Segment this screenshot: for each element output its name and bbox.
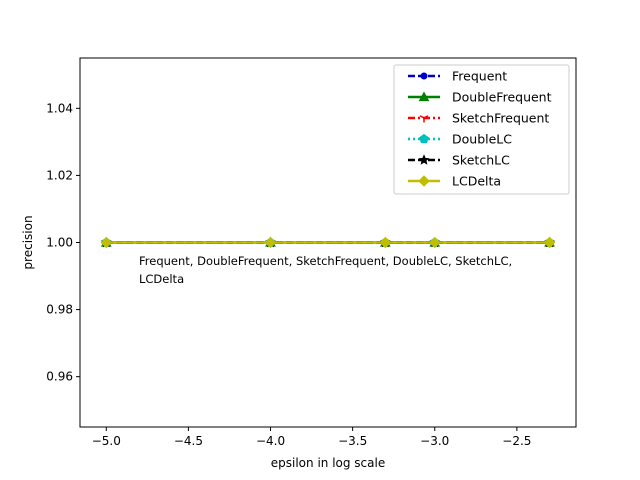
legend-item: SketchFrequent xyxy=(408,111,549,126)
x-tick-label: −4.0 xyxy=(256,434,285,448)
legend-item: LCDelta xyxy=(408,174,501,189)
legend-label: Frequent xyxy=(452,69,507,84)
legend-item: DoubleLC xyxy=(408,132,512,147)
legend-marker xyxy=(418,175,430,187)
legend-marker xyxy=(418,91,430,102)
legend-marker xyxy=(420,72,428,80)
data-point xyxy=(429,236,441,249)
x-tick-label: −3.5 xyxy=(338,434,367,448)
y-tick-label: 0.96 xyxy=(46,370,73,384)
legend-item: DoubleFrequent xyxy=(408,90,552,105)
data-point xyxy=(100,236,112,249)
y-axis: 0.96 0.98 1.00 1.02 1.04 xyxy=(46,101,80,384)
data-point xyxy=(264,236,277,249)
y-tick-label: 1.02 xyxy=(46,168,73,182)
legend-marker xyxy=(418,154,430,165)
legend-item: SketchLC xyxy=(408,153,510,168)
x-tick-label: −4.5 xyxy=(174,434,203,448)
legend-label: LCDelta xyxy=(452,174,501,189)
x-tick-label: −2.5 xyxy=(502,434,531,448)
legend: Frequent DoubleFrequent SketchFrequent Doub… xyxy=(393,64,570,195)
data-point xyxy=(543,236,556,249)
y-tick-label: 1.00 xyxy=(46,236,73,250)
legend-label: SketchFrequent xyxy=(452,111,549,126)
x-tick-label: −5.0 xyxy=(92,434,121,448)
y-tick-label: 1.04 xyxy=(46,101,73,115)
legend-marker xyxy=(419,115,429,123)
legend-label: SketchLC xyxy=(452,153,510,168)
annotation: Frequent, DoubleFrequent, SketchFrequent… xyxy=(139,254,512,286)
x-tick-label: −3.0 xyxy=(420,434,449,448)
y-axis-label: precision xyxy=(21,215,35,269)
legend-marker xyxy=(419,133,429,144)
legend-items: Frequent DoubleFrequent SketchFrequent Doub… xyxy=(408,69,552,189)
legend-label: DoubleFrequent xyxy=(452,90,552,105)
x-axis-label: epsilon in log scale xyxy=(271,456,385,470)
y-tick-label: 0.98 xyxy=(46,303,73,317)
series-LCDelta xyxy=(100,236,556,249)
x-axis: −5.0 −4.5 −4.0 −3.5 −3.0 −2.5 xyxy=(92,427,531,448)
series-layer xyxy=(100,236,556,249)
legend-item: Frequent xyxy=(408,69,507,84)
annotation-line-2: LCDelta xyxy=(139,272,184,286)
legend-label: DoubleLC xyxy=(452,132,512,147)
data-point xyxy=(379,236,392,249)
annotation-line-1: Frequent, DoubleFrequent, SketchFrequent… xyxy=(139,254,512,268)
